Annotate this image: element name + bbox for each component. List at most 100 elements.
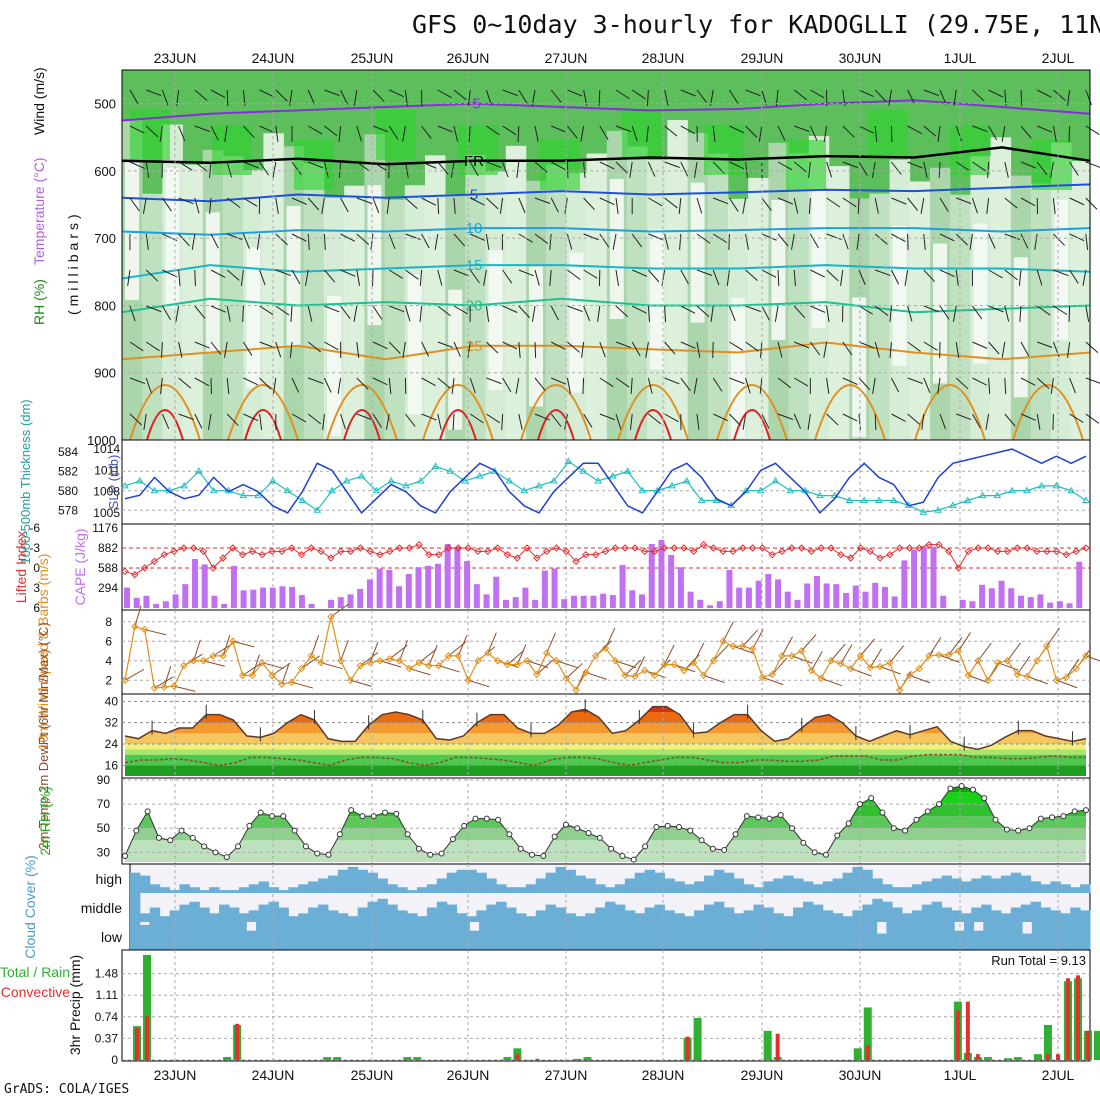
wind-barb (1067, 341, 1071, 358)
lifted-index-point (1072, 547, 1080, 556)
wind-barb (259, 89, 275, 98)
lifted-index-point (1023, 544, 1031, 552)
cloud-cover-cell (915, 922, 926, 951)
cape-bar (260, 587, 267, 608)
wind-barb (452, 413, 455, 431)
rh2m-point (1049, 814, 1056, 821)
wind-barb (226, 197, 241, 208)
precip-total-bar (863, 1007, 872, 1060)
cloud-cover-cell (139, 913, 151, 922)
precip-convective-bar (685, 1036, 690, 1060)
rh2m-point (868, 795, 875, 802)
cloud-cover-cell (822, 910, 834, 922)
cloud-cover-cell (711, 922, 723, 951)
cloud-cover-cell (362, 922, 373, 951)
cloud-cover-cell (298, 884, 309, 893)
wind-barb (567, 89, 583, 97)
rh2m-point (562, 821, 569, 828)
wind-barb (194, 377, 210, 387)
wind10m-axis-label: 10m Wind Speed & Barbs (m/s) (35, 554, 51, 751)
cloud-cover-cell (753, 887, 764, 893)
wind-barb (272, 161, 277, 178)
cloud-cover-cell (605, 887, 616, 893)
rh2m-point (653, 824, 660, 831)
wind-barb (761, 197, 772, 212)
thickness-axis-label: 1000-500mb Thickness (dm) (18, 399, 33, 564)
cloud-cover-cell (515, 887, 527, 893)
rh2m-point (133, 827, 140, 834)
cape-bar (784, 591, 791, 608)
cloud-cover-cell (486, 878, 497, 893)
rh-shading-column (667, 120, 688, 441)
rh2m-point (856, 801, 863, 808)
rh2m-point (506, 831, 513, 838)
wind-barb (745, 341, 759, 352)
wind-barb (810, 305, 826, 313)
cloud-cover-cell (822, 881, 834, 893)
y-tick-label: 1000 (87, 433, 116, 448)
wind10m-barb (840, 644, 853, 664)
wind10m-barb (722, 621, 734, 642)
cloud-cover-cell (872, 878, 883, 893)
wind-barb (937, 377, 941, 394)
rh-shading-column (546, 164, 567, 440)
wind-barb (826, 305, 830, 322)
wind10m-point (1023, 672, 1031, 681)
cloud-cover-cell (595, 884, 606, 893)
cloud-cover-cell (921, 881, 933, 893)
lifted-index-point (866, 547, 874, 556)
wind-barb (275, 89, 288, 102)
rh-shading-column (869, 193, 890, 440)
wind-barb (159, 125, 163, 142)
cloud-cover-cell (199, 907, 210, 922)
rh2m-point (1071, 808, 1078, 815)
x-tick-label-top: 27JUN (545, 50, 588, 66)
rh-high-patch (1032, 140, 1072, 190)
wind-barb (518, 89, 528, 104)
wind-barb (289, 341, 293, 358)
wind10m-barb (516, 644, 527, 665)
lifted-index-point (709, 544, 718, 552)
wind-barb (161, 413, 170, 429)
rh2m-point (596, 834, 603, 841)
cape-bar (813, 576, 820, 608)
cape-bar (580, 595, 587, 608)
cape-bar (502, 599, 509, 608)
temperature-band (125, 722, 1086, 734)
wind-barb (761, 413, 770, 429)
rh2m-point (393, 810, 400, 817)
wind-barb (1004, 269, 1018, 281)
wind-barb (760, 341, 763, 358)
cloud-cover-cell (1030, 881, 1042, 893)
wind-barb (1036, 305, 1051, 316)
wind10m-barb (212, 643, 233, 657)
lifted-index-point (660, 544, 669, 552)
thickness-point (416, 477, 425, 484)
cloud-cover-cell (308, 881, 319, 893)
thickness-point (402, 481, 410, 489)
precip-convective-bar (1085, 1030, 1090, 1060)
x-axis-top-labels: 23JUN 24JUN 25JUN 26JUN 27JUN 28JUN 29JUN 30JUN… (154, 50, 1075, 66)
wind-barb (988, 269, 1003, 279)
wind10m-barb (310, 634, 320, 657)
temperature-contour (121, 341, 1091, 361)
cape-bar (794, 599, 801, 608)
wind-barb (1036, 269, 1043, 286)
rh-shading-column (344, 185, 365, 440)
lifted-index-point (238, 550, 247, 559)
lifted-index-point (189, 544, 198, 552)
cape-bar (775, 579, 782, 608)
cloud-cover-cell (1030, 901, 1042, 922)
wind-barb (777, 233, 789, 247)
wind10m-barb (791, 655, 813, 664)
wind-barb (907, 125, 922, 135)
wind-barb (874, 413, 877, 431)
rh2m-point (144, 808, 151, 815)
cloud-cover-cell (498, 922, 509, 951)
lifted-index-point (837, 550, 845, 559)
x-axis-bottom-labels: 23JUN 24JUN 25JUN 26JUN 27JUN 28JUN 29JUN 30JUN… (154, 1067, 1075, 1083)
lifted-index-point (895, 544, 904, 552)
lifted-index-point (209, 564, 217, 572)
wind-barb (272, 377, 277, 394)
cloud-cover-cell (991, 878, 1002, 893)
